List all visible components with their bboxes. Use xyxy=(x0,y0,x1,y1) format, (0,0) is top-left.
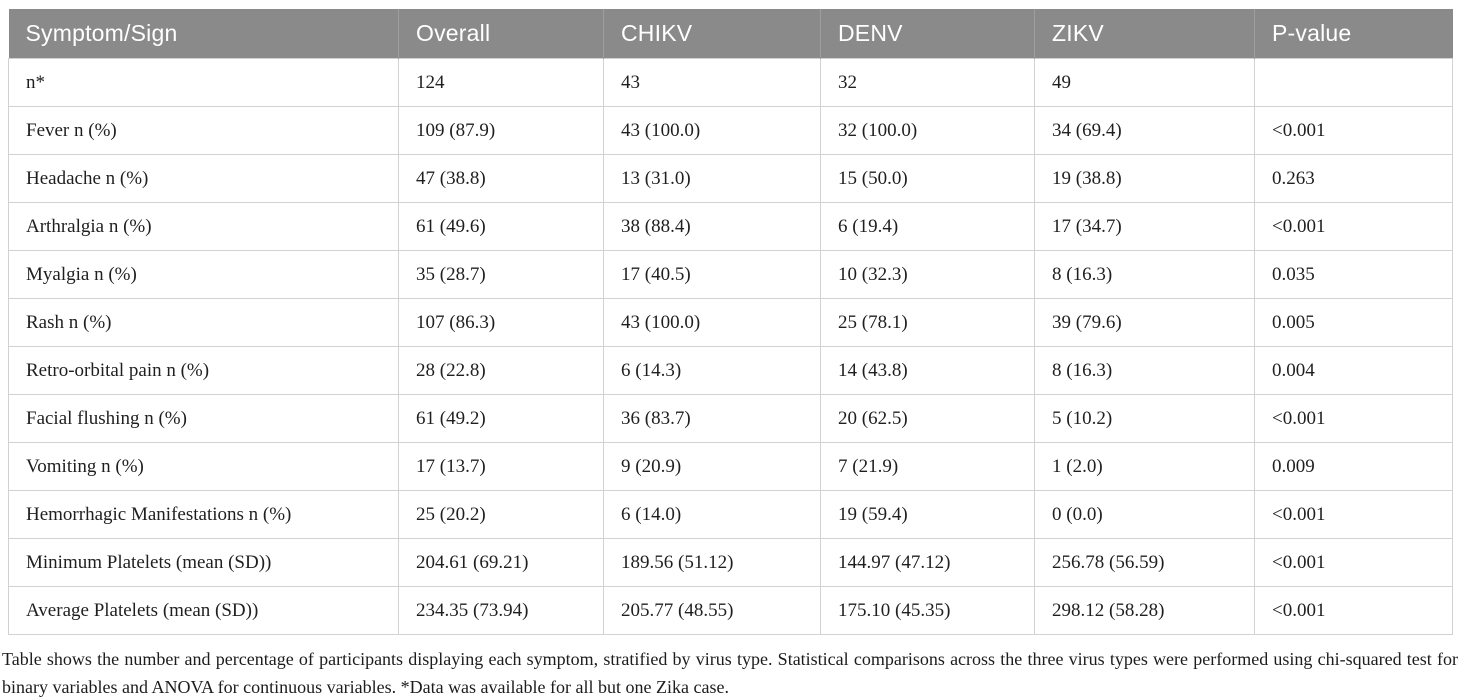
header-row: Symptom/Sign Overall CHIKV DENV ZIKV P-value xyxy=(8,9,1453,59)
column-header-symptom-sign: Symptom/Sign xyxy=(8,9,399,59)
value-cell: 19 (38.8) xyxy=(1034,154,1255,203)
value-cell: 25 (20.2) xyxy=(398,490,604,539)
symptom-label-cell: Headache n (%) xyxy=(8,154,399,203)
value-cell: 10 (32.3) xyxy=(820,250,1035,299)
value-cell: <0.001 xyxy=(1254,490,1453,539)
value-cell: 17 (13.7) xyxy=(398,442,604,491)
symptom-label-cell: Rash n (%) xyxy=(8,298,399,347)
symptom-label-cell: Arthralgia n (%) xyxy=(8,202,399,251)
value-cell: 32 xyxy=(820,58,1035,107)
value-cell: 19 (59.4) xyxy=(820,490,1035,539)
value-cell: 43 xyxy=(603,58,821,107)
value-cell: 47 (38.8) xyxy=(398,154,604,203)
value-cell: 61 (49.2) xyxy=(398,394,604,443)
value-cell: 25 (78.1) xyxy=(820,298,1035,347)
value-cell: 34 (69.4) xyxy=(1034,106,1255,155)
value-cell: 39 (79.6) xyxy=(1034,298,1255,347)
symptom-label-cell: n* xyxy=(8,58,399,107)
value-cell: 0.005 xyxy=(1254,298,1453,347)
value-cell: <0.001 xyxy=(1254,586,1453,635)
value-cell: 35 (28.7) xyxy=(398,250,604,299)
value-cell: 204.61 (69.21) xyxy=(398,538,604,587)
value-cell: 49 xyxy=(1034,58,1255,107)
value-cell: 14 (43.8) xyxy=(820,346,1035,395)
value-cell: 43 (100.0) xyxy=(603,106,821,155)
value-cell: 175.10 (45.35) xyxy=(820,586,1035,635)
column-header-zikv: ZIKV xyxy=(1034,9,1255,59)
value-cell: 256.78 (56.59) xyxy=(1034,538,1255,587)
symptom-label-cell: Vomiting n (%) xyxy=(8,442,399,491)
table-row: Fever n (%) 109 (87.9) 43 (100.0) 32 (100.0… xyxy=(8,106,1453,155)
table-row: n* 124 43 32 49 xyxy=(8,58,1453,107)
value-cell: 9 (20.9) xyxy=(603,442,821,491)
value-cell: 124 xyxy=(398,58,604,107)
table-row: Arthralgia n (%) 61 (49.6) 38 (88.4) 6 (19.… xyxy=(8,202,1453,251)
value-cell: 61 (49.6) xyxy=(398,202,604,251)
table-body: n* 124 43 32 49 Fever n (%) 109 (87.9) 43 (100.… xyxy=(8,58,1453,635)
value-cell: 8 (16.3) xyxy=(1034,346,1255,395)
table-row: Retro-orbital pain n (%) 28 (22.8) 6 (14.3… xyxy=(8,346,1453,395)
symptom-label-cell: Facial flushing n (%) xyxy=(8,394,399,443)
value-cell: 8 (16.3) xyxy=(1034,250,1255,299)
value-cell: <0.001 xyxy=(1254,202,1453,251)
value-cell: 38 (88.4) xyxy=(603,202,821,251)
value-cell: 5 (10.2) xyxy=(1034,394,1255,443)
symptom-label-cell: Myalgia n (%) xyxy=(8,250,399,299)
symptom-label-cell: Minimum Platelets (mean (SD)) xyxy=(8,538,399,587)
table-row: Headache n (%) 47 (38.8) 13 (31.0) 15 (50.0… xyxy=(8,154,1453,203)
value-cell: 17 (34.7) xyxy=(1034,202,1255,251)
table-row: Average Platelets (mean (SD)) 234.35 (73.… xyxy=(8,586,1453,635)
table-row: Facial flushing n (%) 61 (49.2) 36 (83.7) 2… xyxy=(8,394,1453,443)
table-row: Hemorrhagic Manifestations n (%) 25 (20.2… xyxy=(8,490,1453,539)
value-cell: 1 (2.0) xyxy=(1034,442,1255,491)
column-header-chikv: CHIKV xyxy=(603,9,821,59)
value-cell: <0.001 xyxy=(1254,538,1453,587)
value-cell: 234.35 (73.94) xyxy=(398,586,604,635)
value-cell: 107 (86.3) xyxy=(398,298,604,347)
symptoms-by-virus-table: Symptom/Sign Overall CHIKV DENV ZIKV P-value … xyxy=(8,9,1453,635)
value-cell xyxy=(1254,58,1453,107)
value-cell: 13 (31.0) xyxy=(603,154,821,203)
column-header-denv: DENV xyxy=(820,9,1035,59)
value-cell: 15 (50.0) xyxy=(820,154,1035,203)
value-cell: 6 (19.4) xyxy=(820,202,1035,251)
value-cell: 109 (87.9) xyxy=(398,106,604,155)
value-cell: 36 (83.7) xyxy=(603,394,821,443)
table-row: Minimum Platelets (mean (SD)) 204.61 (69.… xyxy=(8,538,1453,587)
value-cell: 7 (21.9) xyxy=(820,442,1035,491)
value-cell: 144.97 (47.12) xyxy=(820,538,1035,587)
table-footnote: Table shows the number and percentage of… xyxy=(2,649,1458,697)
table-header: Symptom/Sign Overall CHIKV DENV ZIKV P-value xyxy=(8,9,1453,59)
symptom-label-cell: Hemorrhagic Manifestations n (%) xyxy=(8,490,399,539)
value-cell: 20 (62.5) xyxy=(820,394,1035,443)
value-cell: 32 (100.0) xyxy=(820,106,1035,155)
value-cell: 298.12 (58.28) xyxy=(1034,586,1255,635)
value-cell: 0.263 xyxy=(1254,154,1453,203)
column-header-p-value: P-value xyxy=(1254,9,1453,59)
table-row: Vomiting n (%) 17 (13.7) 9 (20.9) 7 (21.9) 1… xyxy=(8,442,1453,491)
symptom-label-cell: Fever n (%) xyxy=(8,106,399,155)
table-row: Rash n (%) 107 (86.3) 43 (100.0) 25 (78.1) 3… xyxy=(8,298,1453,347)
column-header-overall: Overall xyxy=(398,9,604,59)
value-cell: 43 (100.0) xyxy=(603,298,821,347)
value-cell: 0.004 xyxy=(1254,346,1453,395)
value-cell: 6 (14.3) xyxy=(603,346,821,395)
symptom-label-cell: Retro-orbital pain n (%) xyxy=(8,346,399,395)
value-cell: 6 (14.0) xyxy=(603,490,821,539)
symptom-label-cell: Average Platelets (mean (SD)) xyxy=(8,586,399,635)
value-cell: 17 (40.5) xyxy=(603,250,821,299)
value-cell: <0.001 xyxy=(1254,106,1453,155)
value-cell: <0.001 xyxy=(1254,394,1453,443)
table-row: Myalgia n (%) 35 (28.7) 17 (40.5) 10 (32.3)… xyxy=(8,250,1453,299)
value-cell: 189.56 (51.12) xyxy=(603,538,821,587)
value-cell: 205.77 (48.55) xyxy=(603,586,821,635)
value-cell: 28 (22.8) xyxy=(398,346,604,395)
value-cell: 0.035 xyxy=(1254,250,1453,299)
value-cell: 0.009 xyxy=(1254,442,1453,491)
value-cell: 0 (0.0) xyxy=(1034,490,1255,539)
